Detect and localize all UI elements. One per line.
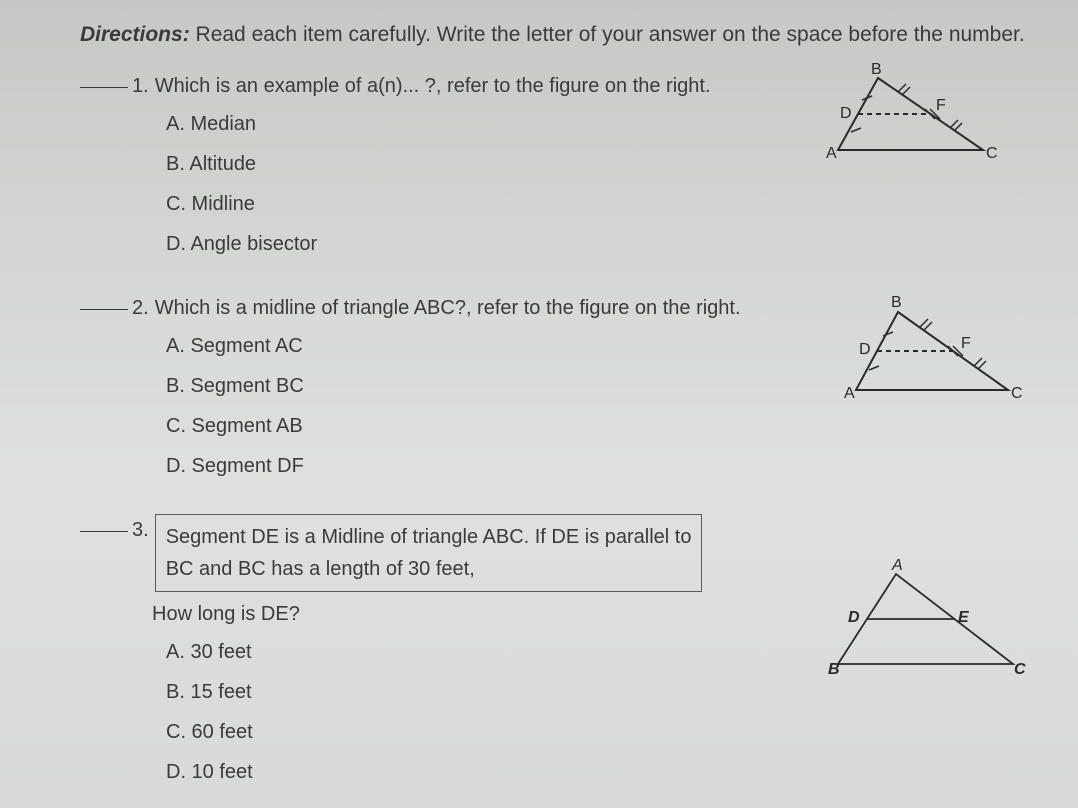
- fig1-label-d: D: [840, 105, 852, 122]
- q1-number: 1.: [132, 70, 149, 102]
- fig3-label-e: E: [958, 609, 970, 626]
- answer-blank-1[interactable]: [80, 70, 128, 88]
- q3-figure: A B C D E: [818, 554, 1028, 694]
- fig2-label-d: D: [859, 341, 871, 358]
- q3-box-line1: Segment DE is a Midline of triangle ABC.…: [166, 526, 692, 548]
- q2-figure: A B C D F: [828, 290, 1028, 420]
- fig3-label-c: C: [1014, 661, 1026, 678]
- q1-option-d: D. Angle bisector: [166, 228, 1038, 260]
- q1-figure: A B C D F: [808, 60, 1008, 180]
- directions-text: Directions: Read each item carefully. Wr…: [80, 18, 1038, 52]
- fig1-label-c: C: [986, 145, 998, 162]
- answer-blank-2[interactable]: [80, 292, 128, 310]
- fig1-label-b: B: [871, 61, 882, 78]
- q3-number: 3.: [132, 514, 149, 546]
- answer-blank-3[interactable]: [80, 514, 128, 532]
- q3-box-line2: BC and BC has a length of 30 feet,: [166, 558, 475, 580]
- fig3-label-b: B: [828, 661, 840, 678]
- fig2-label-a: A: [844, 385, 855, 402]
- fig2-label-f: F: [961, 335, 971, 352]
- fig3-label-a: A: [891, 557, 903, 574]
- q3-boxed-text: Segment DE is a Midline of triangle ABC.…: [155, 514, 703, 592]
- q1-option-c: C. Midline: [166, 188, 1038, 220]
- fig1-label-f: F: [936, 97, 946, 114]
- question-3: 3. Segment DE is a Midline of triangle A…: [80, 514, 1038, 788]
- fig2-label-b: B: [891, 294, 902, 311]
- question-2: 2. Which is a midline of triangle ABC?, …: [80, 292, 1038, 482]
- question-1: 1. Which is an example of a(n)... ?, ref…: [80, 70, 1038, 260]
- q2-number: 2.: [132, 292, 149, 324]
- q2-option-d: D. Segment DF: [166, 450, 1038, 482]
- directions-body: Read each item carefully. Write the lett…: [196, 23, 1025, 46]
- directions-label: Directions:: [80, 23, 190, 46]
- q3-option-c: C. 60 feet: [166, 716, 1038, 748]
- fig3-label-d: D: [848, 609, 860, 626]
- fig2-label-c: C: [1011, 385, 1023, 402]
- q3-option-d: D. 10 feet: [166, 756, 1038, 788]
- fig1-label-a: A: [826, 145, 837, 162]
